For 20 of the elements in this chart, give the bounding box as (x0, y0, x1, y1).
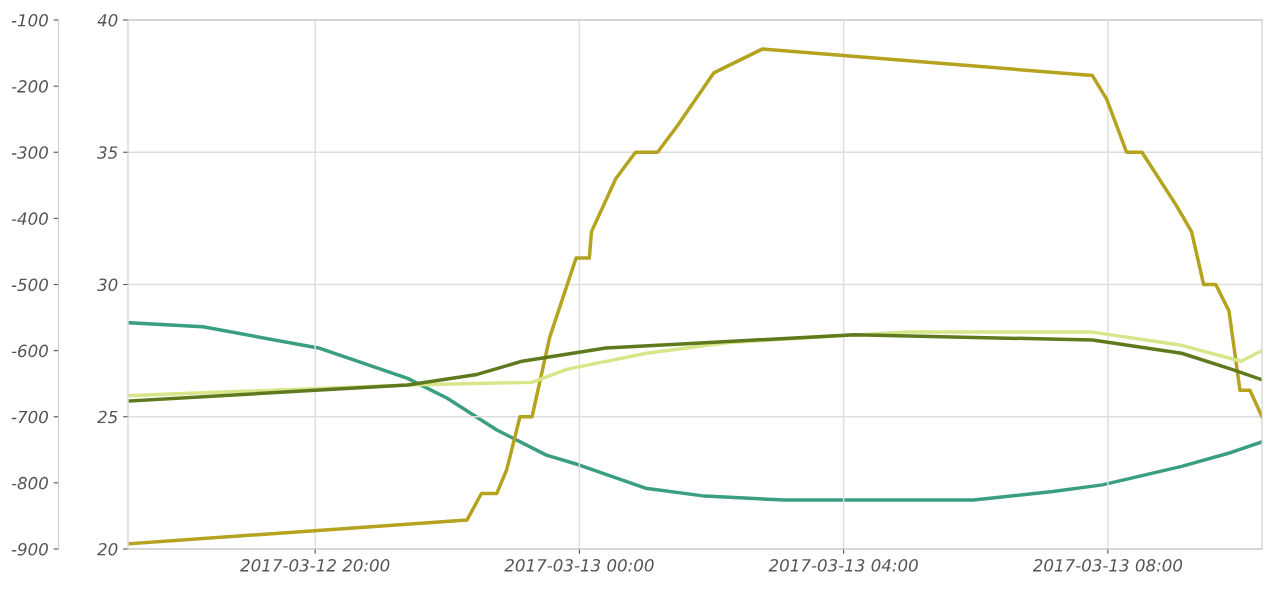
y2-tick-label: -200 (11, 80, 48, 93)
y2-tick-label: -100 (11, 13, 48, 27)
y2-tick-label: -400 (11, 212, 48, 225)
y-tick-label: 40 (97, 13, 118, 27)
y-tick-label: 25 (97, 410, 118, 424)
line-series (128, 47, 1262, 546)
x-tick-label: 2017-03-13 08:00 (1032, 559, 1183, 572)
line-series (128, 321, 1262, 502)
x-tick-label: 2017-03-12 20:00 (240, 559, 390, 572)
y-tick-label: 30 (97, 278, 118, 292)
y2-tick-label: -800 (11, 476, 48, 490)
x-tick-label: 2017-03-13 04:00 (768, 559, 918, 572)
x-tick-label: 2017-03-13 00:00 (504, 559, 654, 572)
y2-tick-label: -300 (11, 146, 48, 159)
y2-tick-label: -900 (11, 542, 48, 556)
y2-tick-label: -700 (11, 410, 48, 424)
y2-tick-label: -500 (11, 278, 48, 292)
y-tick-label: 35 (97, 146, 118, 159)
y-tick-label: 20 (97, 542, 118, 556)
y2-tick-label: -600 (11, 344, 48, 358)
